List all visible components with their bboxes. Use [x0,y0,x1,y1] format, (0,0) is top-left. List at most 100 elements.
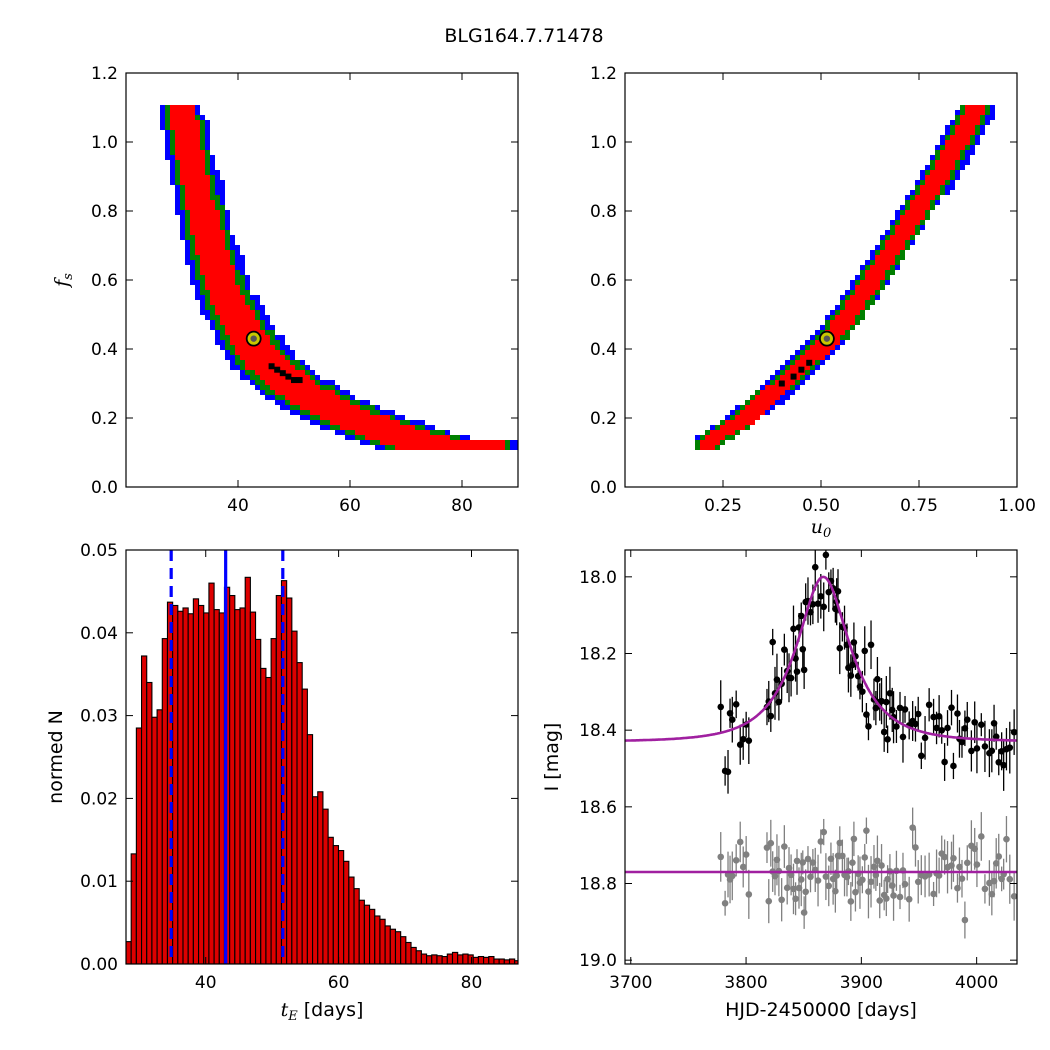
confidence-cell-red [260,350,265,355]
histogram-bar [327,836,334,964]
confidence-cell-red [275,385,280,390]
confidence-cell-red [775,395,780,400]
confidence-cell-red [890,260,895,265]
confidence-cell-blue [920,175,925,180]
confidence-cell-blue [315,375,320,380]
histogram-bar [488,955,495,964]
confidence-cell-green [900,255,905,260]
confidence-cell-green [810,340,815,345]
confidence-cell-green [260,385,265,390]
data-point [886,689,894,697]
confidence-cell-green [880,240,885,245]
confidence-cell-red [775,380,780,385]
confidence-cell-blue [935,200,940,205]
confidence-cell-blue [385,410,390,415]
y-tick-label: 18.6 [579,798,617,818]
residual-point [935,872,943,879]
confidence-cell-blue [985,115,990,120]
confidence-cell-green [170,130,175,135]
confidence-cell-blue [990,115,995,120]
confidence-cell-blue [955,110,960,115]
confidence-cell-red [360,410,365,415]
residual-point [778,896,785,904]
confidence-cell-blue [195,285,200,290]
confidence-cell-blue [775,400,780,405]
confidence-cell-red [815,345,820,350]
data-point [809,601,817,608]
confidence-cell-red [305,375,310,380]
confidence-cell-red [365,430,370,435]
confidence-cell-blue [875,295,880,300]
confidence-cell-green [695,445,700,450]
confidence-cell-red [455,440,460,445]
confidence-cell-blue [205,120,210,125]
confidence-cell-green [245,370,250,375]
confidence-cell-green [505,445,510,450]
data-point [918,752,925,760]
confidence-cell-red [340,405,345,410]
confidence-cell-red [265,380,270,385]
confidence-cell-red [920,195,925,200]
confidence-cell-green [370,410,375,415]
confidence-cell-green [385,445,390,450]
confidence-cell-red [875,285,880,290]
confidence-cell-red [215,310,220,315]
confidence-cell-green [880,245,885,250]
confidence-cell-red [180,155,185,160]
confidence-cell-blue [195,280,200,285]
confidence-cell-blue [360,400,365,405]
confidence-cell-red [405,445,410,450]
confidence-cell-blue [215,335,220,340]
y-tick-label: 0.8 [91,202,118,222]
data-point [992,733,1000,740]
confidence-cell-green [980,115,985,120]
confidence-cell-red [240,350,245,355]
confidence-cell-red [220,320,225,325]
confidence-cell-red [200,155,205,160]
confidence-cell-red [190,220,195,225]
confidence-cell-green [225,230,230,235]
x-tick-label: 40 [195,973,217,993]
confidence-cell-red [200,180,205,185]
y-tick-label: 0.05 [80,541,118,561]
data-point [1006,744,1014,751]
confidence-cell-blue [420,420,425,425]
confidence-cell-green [775,375,780,380]
confidence-cell-red [745,405,750,410]
confidence-cell-blue [855,275,860,280]
confidence-cell-red [745,410,750,415]
confidence-cell-green [290,405,295,410]
confidence-cell-red [470,440,475,445]
confidence-cell-red [485,445,490,450]
confidence-cell-green [845,335,850,340]
confidence-cell-blue [165,135,170,140]
confidence-cell-red [190,170,195,175]
confidence-cell-red [300,385,305,390]
confidence-cell-blue [170,175,175,180]
confidence-cell-red [425,440,430,445]
y-tick-label: 0.0 [91,478,118,498]
confidence-cell-green [190,235,195,240]
confidence-cell-red [965,105,970,110]
confidence-cell-blue [165,140,170,145]
confidence-cell-red [235,310,240,315]
confidence-cell-blue [290,355,295,360]
data-point [867,641,875,649]
confidence-cell-blue [340,430,345,435]
confidence-cell-green [215,205,220,210]
confidence-cell-red [850,320,855,325]
confidence-cell-blue [800,380,805,385]
x-tick-label: 40 [227,496,249,516]
confidence-cell-red [835,315,840,320]
confidence-cell-green [925,215,930,220]
confidence-cell-red [710,445,715,450]
confidence-cell-red [205,280,210,285]
confidence-cell-blue [270,395,275,400]
confidence-cell-red [310,410,315,415]
y-tick-label: 1.2 [590,64,617,84]
confidence-cell-green [880,280,885,285]
confidence-cell-green [250,305,255,310]
confidence-cell-blue [990,110,995,115]
confidence-cell-red [210,215,215,220]
confidence-cell-green [235,280,240,285]
